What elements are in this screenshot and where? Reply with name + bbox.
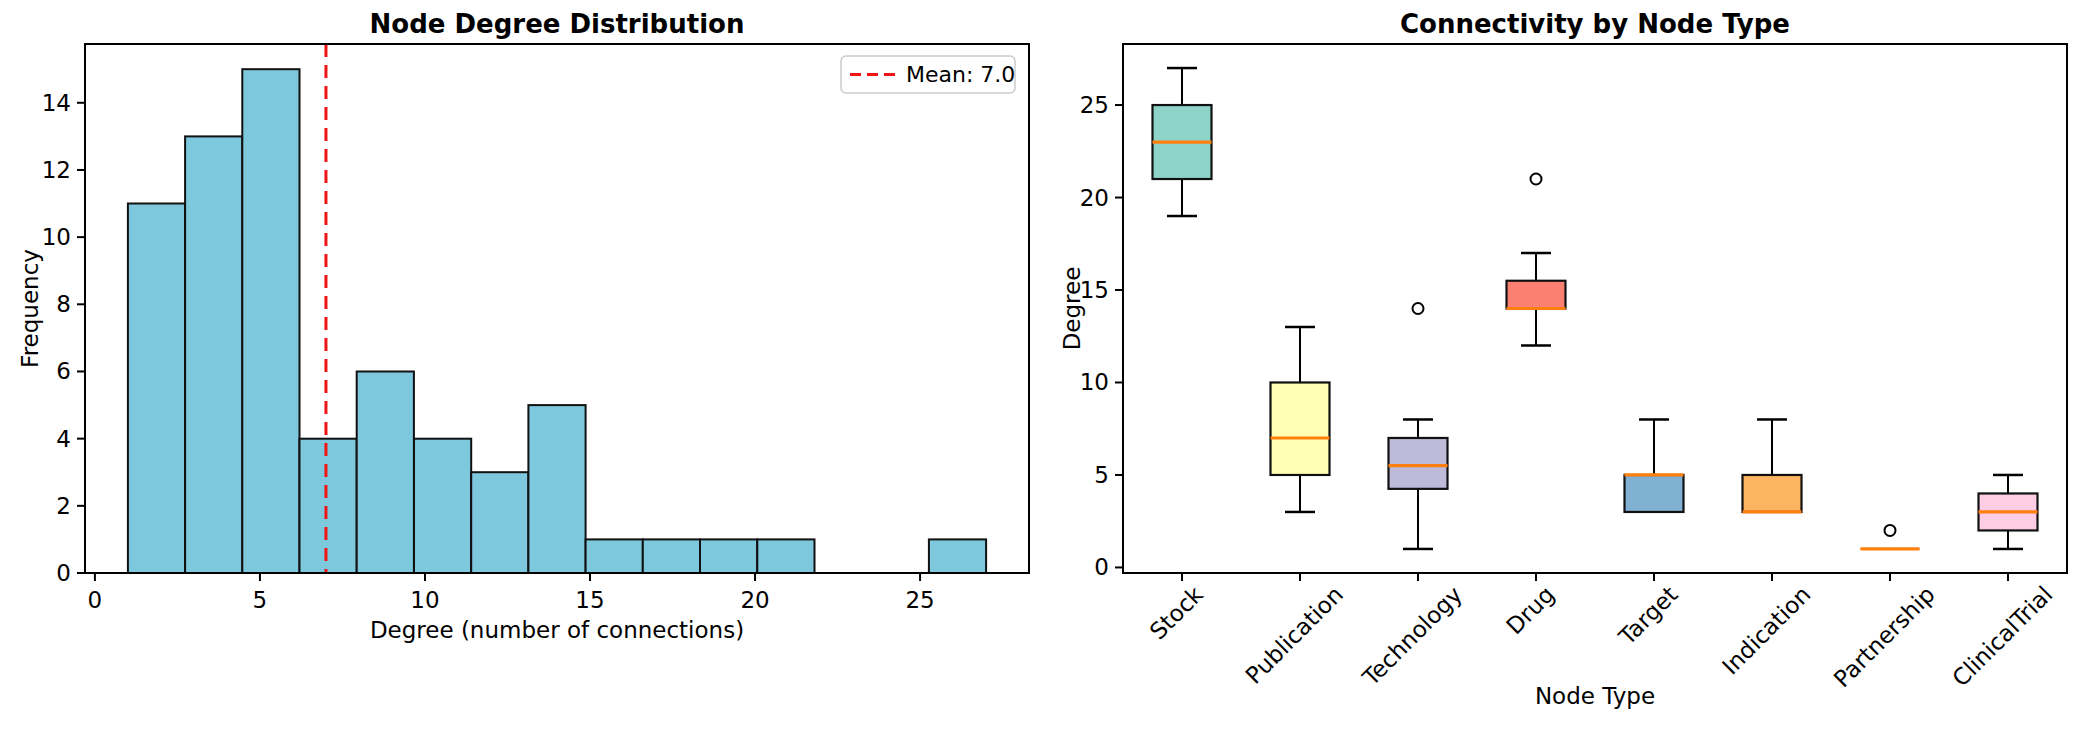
histogram-bar: [242, 69, 299, 573]
y-axis-tick-label: 10: [42, 224, 71, 250]
box-rect: [1625, 475, 1684, 512]
histogram-bar: [185, 136, 242, 573]
legend-label: Mean: 7.0: [906, 62, 1015, 87]
x-axis-tick-label: 0: [88, 587, 103, 613]
box-rect: [1743, 475, 1802, 512]
boxplot-category-label: ClinicalTrial: [1947, 581, 2057, 691]
box-group: [1625, 419, 1684, 511]
histogram-chart: 0 5 10 15 20 25 0 2 4 6 8 10 12 14 Node Degree Distri…: [17, 9, 1029, 643]
y-axis-tick-label: 2: [56, 493, 71, 519]
histogram-bar: [471, 472, 528, 573]
histogram-bar: [128, 204, 185, 574]
boxplot-category-label: Indication: [1717, 581, 1815, 679]
box-group: [1389, 303, 1448, 549]
y-axis-tick-label: 0: [1094, 554, 1109, 580]
boxplot-category-label: Stock: [1145, 581, 1209, 645]
box-outlier: [1413, 303, 1424, 314]
histogram-bar: [700, 539, 757, 573]
y-axis-tick-label: 20: [1080, 185, 1109, 211]
y-axis-tick-label: 8: [56, 291, 71, 317]
charts-canvas: 0 5 10 15 20 25 0 2 4 6 8 10 12 14 Node Degree Distri…: [0, 0, 2081, 731]
box-group: [1861, 525, 1920, 549]
x-axis-tick-label: 5: [253, 587, 268, 613]
x-axis-tick-label: 15: [575, 587, 604, 613]
y-axis-tick-label: 6: [56, 358, 71, 384]
box-group: [1979, 475, 2038, 549]
figure: 0 5 10 15 20 25 0 2 4 6 8 10 12 14 Node Degree Distri…: [0, 0, 2081, 731]
histogram-bar: [586, 539, 643, 573]
histogram-bar: [528, 405, 585, 573]
y-axis-tick-label: 5: [1094, 462, 1109, 488]
boxplot-category-label: Drug: [1501, 581, 1559, 639]
boxplot-xlabel: Node Type: [1535, 683, 1655, 709]
boxplot-title: Connectivity by Node Type: [1400, 9, 1790, 39]
histogram-bar: [643, 539, 700, 573]
box-group: [1153, 68, 1212, 216]
y-axis-tick-label: 4: [56, 426, 71, 452]
histogram-plot-area: 0 5 10 15 20 25 0 2 4 6 8 10 12 14: [42, 44, 1029, 613]
box-rect: [1389, 438, 1448, 489]
box-group: [1271, 327, 1330, 512]
boxplot-category-label: Partnership: [1829, 581, 1940, 692]
boxplot-category-label: Publication: [1241, 581, 1349, 689]
axes-frame: [1123, 44, 2067, 573]
boxplot-category-label: Technology: [1357, 581, 1467, 691]
x-axis-tick-label: 20: [740, 587, 769, 613]
x-axis-tick-label: 10: [410, 587, 439, 613]
x-axis-tick-label: 25: [905, 587, 934, 613]
histogram-bar: [357, 372, 414, 574]
boxplot-category-label: Target: [1613, 581, 1682, 650]
box-group: [1743, 419, 1802, 511]
y-axis-tick-label: 25: [1080, 92, 1109, 118]
histogram-ylabel: Frequency: [17, 249, 43, 368]
box-group: [1507, 174, 1566, 346]
box-rect: [1507, 281, 1566, 309]
histogram-bar: [414, 439, 471, 573]
boxplot-chart: 0510152025StockPublicationTechnologyDrug…: [1059, 9, 2067, 709]
histogram-bar: [300, 439, 357, 573]
box-rect: [1271, 382, 1330, 474]
y-axis-tick-label: 0: [56, 560, 71, 586]
histogram-title: Node Degree Distribution: [370, 9, 745, 39]
histogram-bar: [929, 539, 986, 573]
y-axis-tick-label: 10: [1080, 369, 1109, 395]
box-outlier: [1885, 525, 1896, 536]
histogram-bar: [757, 539, 814, 573]
box-outlier: [1531, 174, 1542, 185]
boxplot-ylabel: Degree: [1059, 267, 1085, 351]
boxplot-plot-area: 0510152025StockPublicationTechnologyDrug…: [1080, 44, 2067, 692]
histogram-xlabel: Degree (number of connections): [370, 617, 744, 643]
legend: Mean: 7.0: [841, 56, 1015, 93]
y-axis-tick-label: 14: [42, 90, 71, 116]
y-axis-tick-label: 12: [42, 157, 71, 183]
